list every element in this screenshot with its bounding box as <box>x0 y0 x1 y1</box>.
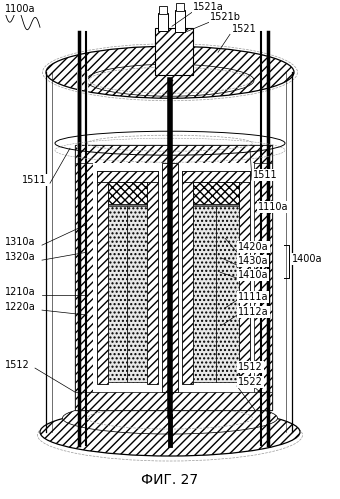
Bar <box>182 171 193 384</box>
Text: 1521: 1521 <box>232 24 257 34</box>
Bar <box>75 392 272 410</box>
Text: 1310a: 1310a <box>5 237 35 247</box>
Bar <box>97 171 158 182</box>
Text: 1320a: 1320a <box>5 252 36 262</box>
Bar <box>108 206 127 382</box>
Text: 1522: 1522 <box>238 377 263 387</box>
Text: 1511: 1511 <box>253 170 278 180</box>
Bar <box>216 206 239 382</box>
Bar <box>175 10 185 32</box>
Bar <box>75 145 272 410</box>
Text: 1511: 1511 <box>22 175 47 185</box>
Bar <box>147 171 158 384</box>
Bar <box>93 163 254 392</box>
Bar <box>193 206 216 382</box>
Bar <box>75 145 93 410</box>
Ellipse shape <box>40 408 300 456</box>
Text: 1112a: 1112a <box>238 307 269 317</box>
Text: 1512: 1512 <box>5 360 30 370</box>
Text: 1110a: 1110a <box>258 202 289 212</box>
Text: 1430a: 1430a <box>238 256 269 266</box>
Ellipse shape <box>86 64 254 96</box>
Text: ФИГ. 27: ФИГ. 27 <box>141 473 199 487</box>
Text: 1420a: 1420a <box>238 242 269 252</box>
Ellipse shape <box>46 46 294 98</box>
Text: 1111a: 1111a <box>238 292 269 302</box>
Text: 1512: 1512 <box>238 362 263 372</box>
Bar <box>158 13 168 31</box>
Bar <box>75 145 272 163</box>
Text: 1410a: 1410a <box>238 270 269 280</box>
Bar <box>162 163 178 392</box>
Bar <box>182 171 250 182</box>
Text: 1521a: 1521a <box>193 2 224 12</box>
Bar <box>97 171 108 384</box>
Bar <box>159 6 167 14</box>
Ellipse shape <box>63 402 277 434</box>
Text: 1521b: 1521b <box>210 12 241 22</box>
Bar <box>193 182 239 204</box>
Bar <box>176 3 184 11</box>
Text: 1400a: 1400a <box>292 254 323 264</box>
Bar <box>239 171 250 384</box>
Bar <box>254 145 272 410</box>
Bar <box>127 206 147 382</box>
Bar <box>155 28 193 75</box>
Text: 1220a: 1220a <box>5 302 36 312</box>
Bar <box>108 182 147 204</box>
Text: 1210a: 1210a <box>5 287 36 297</box>
Text: 1100a: 1100a <box>5 4 35 14</box>
